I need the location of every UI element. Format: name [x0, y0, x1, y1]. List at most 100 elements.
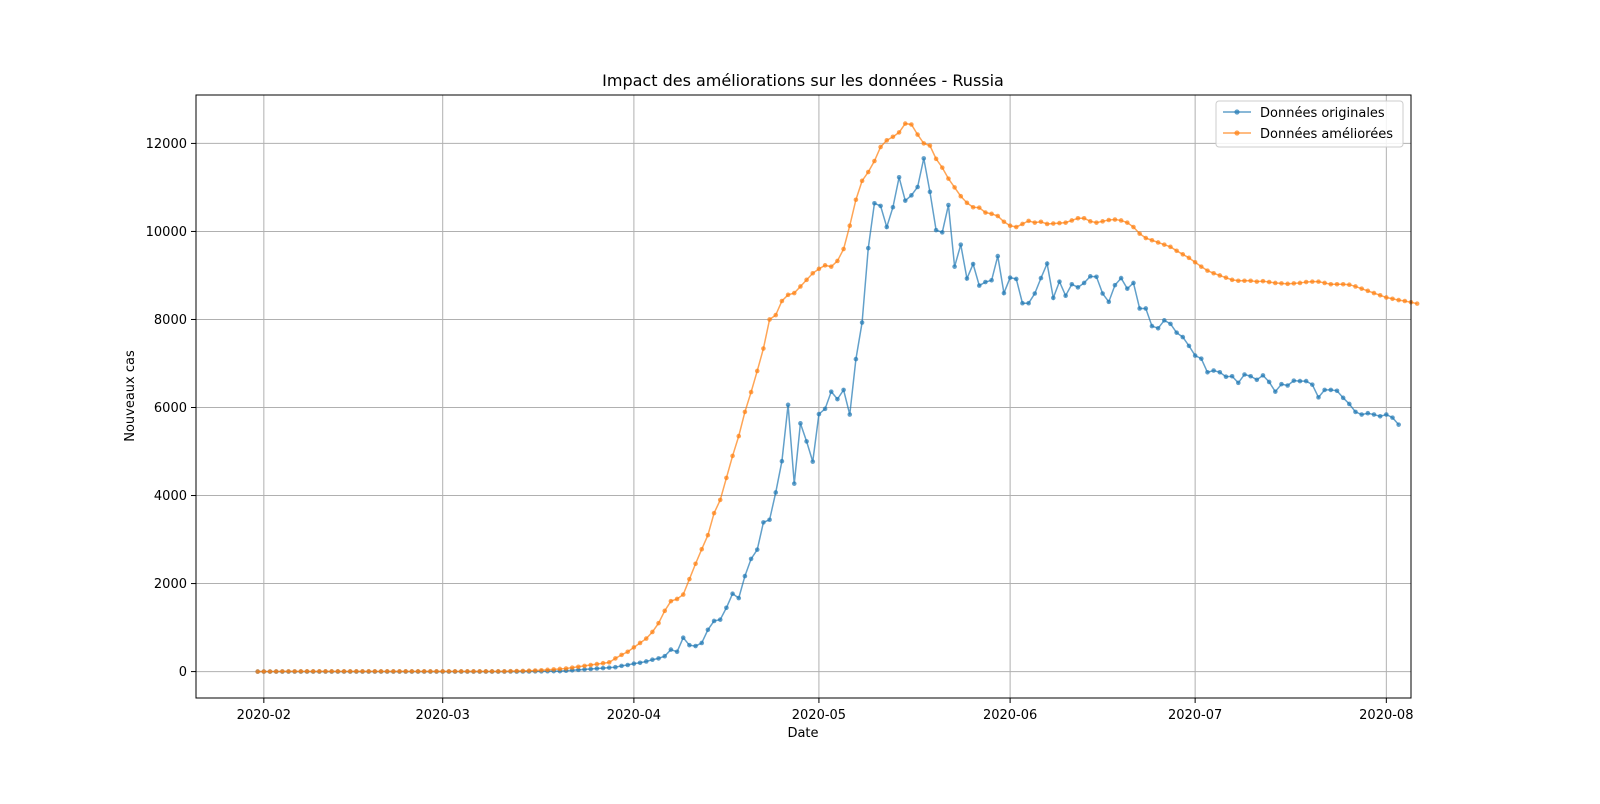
- data-point: [1057, 220, 1062, 226]
- data-point: [1087, 274, 1093, 279]
- data-point: [1087, 219, 1093, 224]
- data-point: [366, 669, 371, 674]
- data-point: [1211, 368, 1216, 373]
- data-point: [1340, 395, 1346, 401]
- data-point: [1217, 369, 1223, 375]
- data-point: [736, 595, 742, 601]
- data-point: [909, 122, 914, 127]
- data-point: [384, 669, 390, 674]
- data-point: [1285, 281, 1290, 287]
- data-point: [1322, 280, 1327, 286]
- data-point: [446, 669, 452, 674]
- data-point: [1137, 231, 1142, 236]
- data-point: [267, 669, 273, 674]
- data-point: [748, 389, 754, 395]
- data-point: [1155, 325, 1161, 331]
- data-point: [884, 138, 890, 143]
- data-point: [896, 130, 902, 135]
- x-tick-label: 2020-02: [237, 708, 291, 723]
- data-point: [1007, 223, 1013, 229]
- data-point: [921, 141, 927, 146]
- data-point: [1328, 387, 1334, 393]
- data-point: [915, 132, 920, 137]
- data-point: [724, 475, 729, 481]
- data-point: [317, 669, 322, 674]
- data-point: [1291, 281, 1297, 286]
- legend-label-original: Données originales: [1260, 106, 1385, 121]
- data-point: [526, 668, 532, 674]
- data-point: [532, 668, 538, 673]
- data-point: [1094, 220, 1099, 225]
- data-point: [619, 652, 624, 658]
- data-point: [409, 669, 415, 674]
- data-point: [1124, 220, 1130, 225]
- data-point: [1396, 422, 1401, 427]
- data-point: [1026, 300, 1031, 306]
- data-point: [773, 490, 779, 495]
- x-tick-label: 2020-08: [1359, 708, 1413, 723]
- data-point: [1242, 278, 1247, 284]
- data-point: [631, 661, 637, 666]
- data-point: [754, 368, 760, 374]
- data-point: [606, 665, 612, 670]
- data-point: [1347, 282, 1352, 288]
- data-point: [1353, 409, 1358, 415]
- data-point: [1229, 373, 1235, 379]
- x-axis-ticks: 2020-02 2020-03 2020-04 2020-05 2020-06 2020-…: [237, 698, 1413, 723]
- data-point: [1118, 218, 1124, 223]
- data-point: [1254, 377, 1260, 383]
- data-point: [1162, 242, 1167, 247]
- data-point: [884, 224, 890, 230]
- data-point: [1001, 219, 1007, 225]
- data-point: [588, 662, 594, 668]
- data-point: [329, 669, 334, 674]
- series-line: [257, 158, 1400, 673]
- data-point: [705, 532, 711, 538]
- data-point: [859, 178, 865, 184]
- data-point: [804, 439, 809, 444]
- data-point: [1334, 281, 1340, 287]
- data-point: [699, 640, 705, 646]
- data-point: [822, 263, 828, 268]
- data-point: [1322, 387, 1327, 393]
- legend-box: [1215, 100, 1404, 148]
- data-point: [606, 660, 612, 665]
- data-point: [582, 667, 587, 672]
- data-point: [699, 546, 705, 552]
- data-point: [625, 662, 631, 668]
- data-point: [1186, 343, 1192, 349]
- data-point: [964, 276, 970, 281]
- data-point: [1038, 275, 1044, 281]
- data-point: [1254, 279, 1260, 284]
- data-point: [1353, 284, 1358, 289]
- data-point: [391, 669, 396, 674]
- data-point: [619, 663, 624, 669]
- data-point: [1236, 380, 1241, 386]
- data-point: [995, 253, 1001, 259]
- data-point: [798, 284, 803, 289]
- data-point: [434, 669, 439, 674]
- data-point: [668, 647, 674, 652]
- data-point: [1020, 221, 1025, 227]
- data-point: [588, 666, 594, 672]
- data-point: [1013, 276, 1019, 282]
- data-point: [298, 669, 304, 674]
- data-point: [1094, 274, 1099, 280]
- data-point: [970, 261, 976, 267]
- data-point: [378, 669, 384, 674]
- data-point: [1303, 378, 1309, 384]
- data-point: [847, 412, 853, 417]
- data-point: [773, 312, 779, 318]
- data-point: [1371, 290, 1377, 296]
- data-point: [865, 169, 871, 175]
- data-point: [1279, 381, 1284, 387]
- data-point: [341, 669, 347, 674]
- data-point: [1149, 323, 1155, 329]
- data-point: [502, 669, 507, 674]
- data-point: [452, 669, 458, 674]
- data-point: [1384, 412, 1389, 417]
- data-point: [1075, 285, 1081, 290]
- data-point: [594, 666, 600, 671]
- data-point: [1316, 395, 1321, 400]
